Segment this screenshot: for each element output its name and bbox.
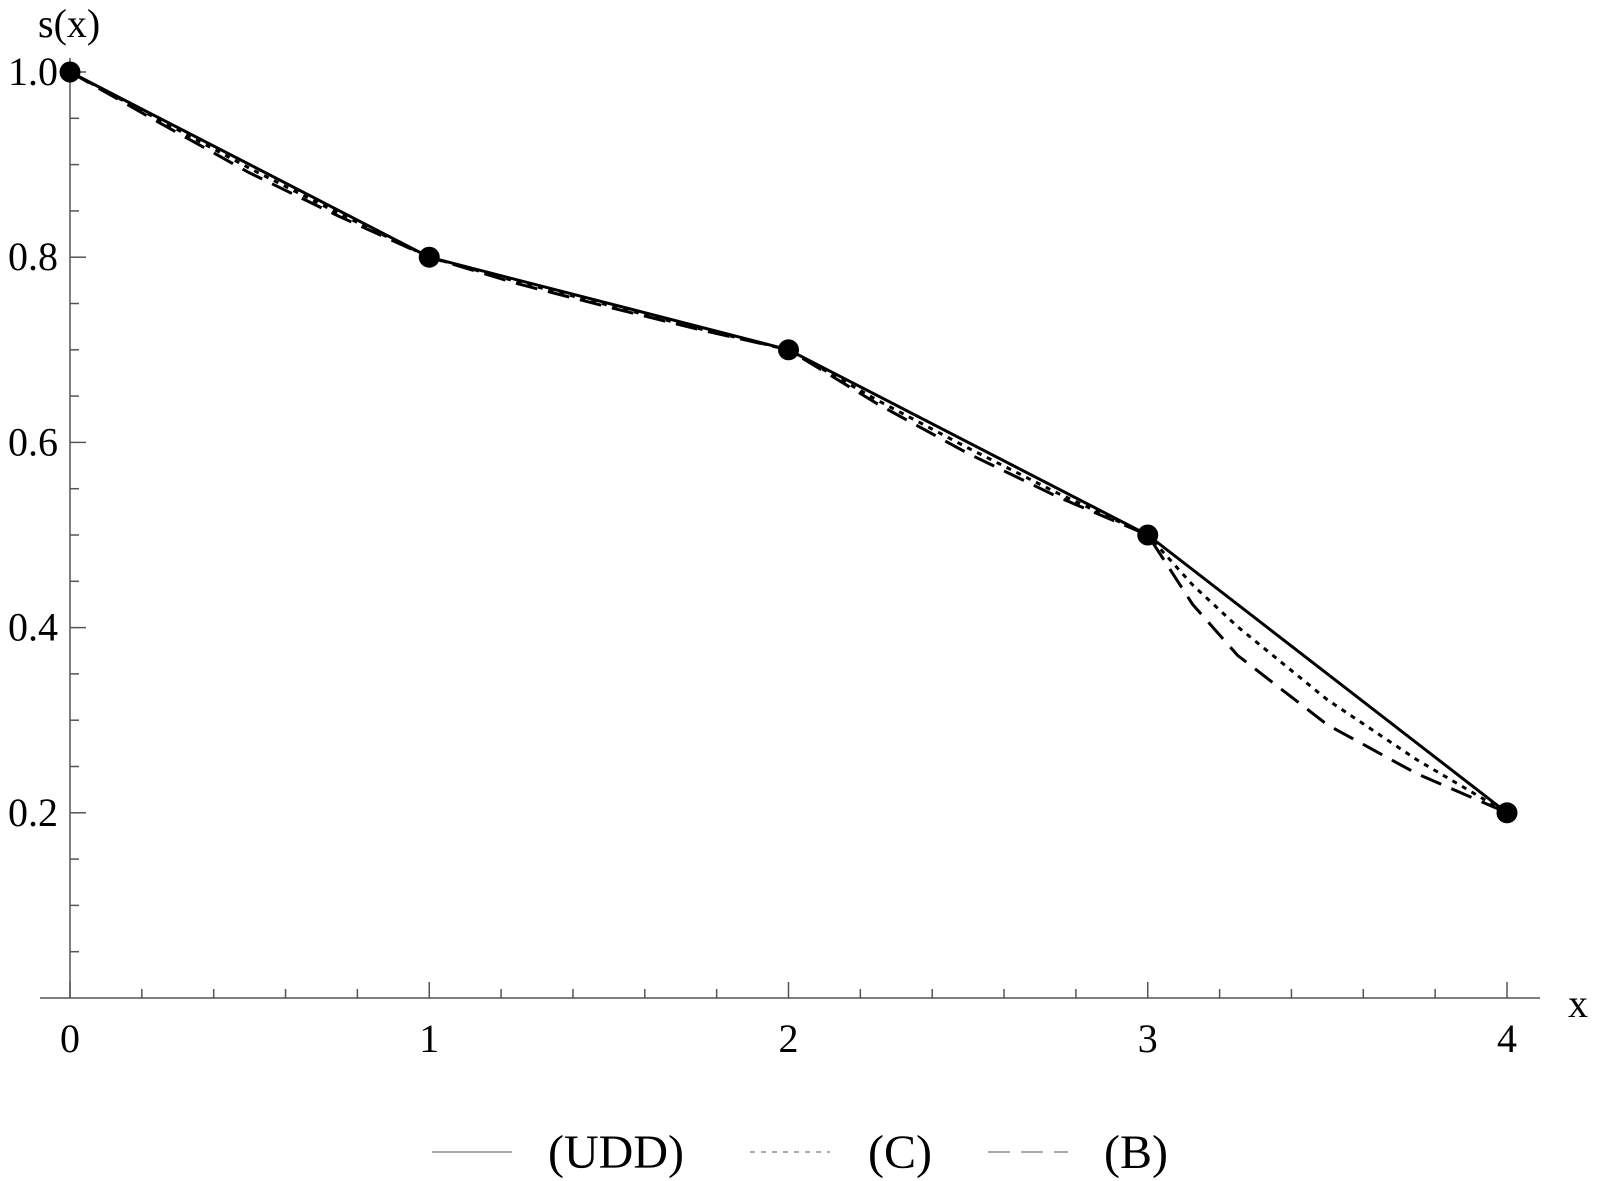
x-tick-label: 1 — [419, 1016, 439, 1061]
data-point-marker — [1496, 802, 1518, 824]
data-point-marker — [778, 339, 799, 361]
y-axis-title: s(x) — [38, 1, 100, 46]
data-point-marker — [59, 61, 81, 83]
legend-label: (B) — [1104, 1126, 1168, 1179]
legend: (UDD) (C) (B) — [432, 1126, 1168, 1179]
y-tick-label: 1.0 — [8, 49, 58, 94]
data-point-marker — [1137, 524, 1159, 546]
x-tick-label: 0 — [60, 1016, 80, 1061]
legend-label: (UDD) — [548, 1126, 684, 1179]
tick-labels: 0 1 2 3 4 0.2 0.4 0.6 0.8 1.0 — [8, 49, 1517, 1061]
series-line-dashed — [69, 70, 1508, 815]
y-tick-label: 0.6 — [8, 419, 58, 464]
x-tick-label: 3 — [1138, 1016, 1158, 1061]
series-line-dotted — [69, 70, 1508, 815]
marker-layer — [59, 61, 1518, 824]
x-tick-label: 2 — [779, 1016, 799, 1061]
x-tick-label: 4 — [1497, 1016, 1517, 1061]
axes — [40, 58, 1540, 999]
y-tick-label: 0.2 — [8, 790, 58, 835]
series-line-solid — [69, 70, 1508, 814]
y-tick-label: 0.8 — [8, 234, 58, 279]
legend-label: (C) — [868, 1126, 932, 1179]
series-layer — [69, 70, 1508, 815]
data-point-marker — [418, 246, 440, 268]
y-tick-label: 0.4 — [8, 605, 58, 650]
x-axis-title: x — [1568, 981, 1588, 1026]
ticks — [69, 71, 1508, 998]
